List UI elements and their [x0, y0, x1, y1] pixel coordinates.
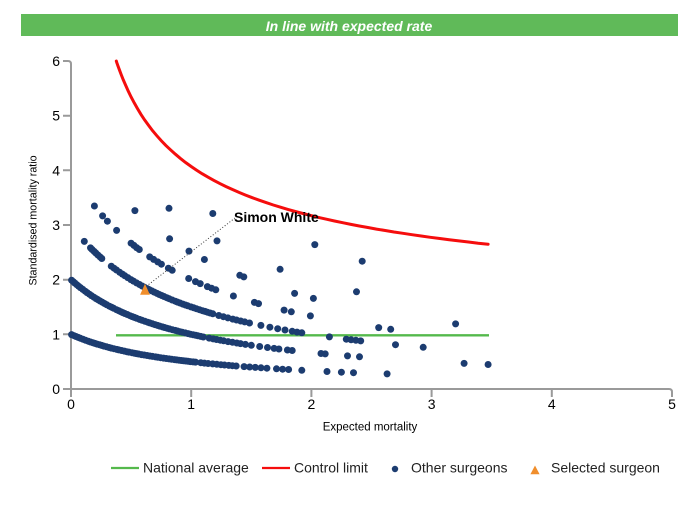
svg-text:Expected mortality: Expected mortality: [323, 422, 418, 434]
svg-text:4: 4: [548, 396, 556, 412]
svg-text:Other surgeons: Other surgeons: [411, 460, 508, 476]
svg-text:1: 1: [187, 396, 195, 412]
svg-text:In line with expected rate: In line with expected rate: [266, 18, 433, 34]
svg-text:Selected surgeon: Selected surgeon: [551, 460, 660, 476]
svg-text:Control limit: Control limit: [294, 460, 368, 476]
svg-text:2: 2: [308, 396, 316, 412]
svg-text:0: 0: [52, 381, 60, 397]
svg-text:5: 5: [52, 108, 60, 124]
svg-text:6: 6: [52, 53, 60, 69]
svg-text:1: 1: [52, 326, 60, 342]
svg-text:Standardised mortality ratio: Standardised mortality ratio: [28, 155, 40, 285]
svg-text:National average: National average: [143, 460, 249, 476]
svg-text:2: 2: [52, 272, 60, 288]
svg-text:Simon White: Simon White: [234, 209, 319, 225]
svg-text:4: 4: [52, 162, 60, 178]
svg-text:3: 3: [428, 396, 436, 412]
svg-text:5: 5: [668, 396, 676, 412]
svg-text:0: 0: [67, 396, 75, 412]
svg-text:3: 3: [52, 217, 60, 233]
